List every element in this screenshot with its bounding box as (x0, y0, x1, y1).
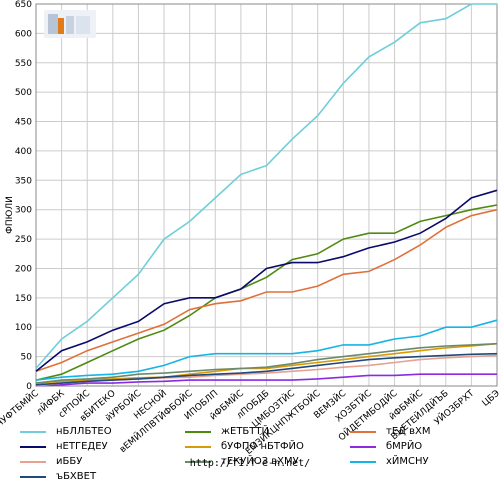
legend-item: тЕД вХМ (350, 426, 431, 437)
series-line (35, 208, 498, 373)
legend-swatch (185, 430, 211, 433)
legend-item: бУФПО нБТФЙО (185, 441, 304, 452)
y-tick-label: 400 (15, 147, 32, 157)
legend-item: иББУ (20, 456, 82, 467)
series-line (35, 342, 498, 384)
legend-item: жЕТБТТЙ (185, 426, 269, 437)
y-tick-label: 200 (15, 264, 32, 274)
series-line (35, 3, 497, 369)
legend-item: хЙМСНУ (350, 456, 429, 467)
y-tick-label: 500 (15, 88, 32, 98)
footer-url: http://f1.f-e-n.net/ (189, 458, 311, 469)
y-tick-labels: 0 50 100 150 200 250 300 350 400 450 500 550 600 650 (15, 0, 32, 392)
legend-item: нБЛЛБТЕО (20, 426, 112, 437)
logo (44, 10, 96, 38)
legend-swatch (350, 430, 376, 433)
legend-label: тЕД вХМ (386, 426, 431, 437)
axes (35, 3, 498, 387)
series-line (35, 373, 497, 387)
legend-label: бМРЙО (386, 441, 423, 452)
y-tick-label: 350 (15, 176, 32, 186)
y-tick-label: 0 (26, 382, 32, 392)
legend-swatch (20, 445, 46, 448)
grid-lines (35, 3, 498, 387)
y-tick-label: 50 (21, 353, 33, 363)
legend-swatch (20, 475, 46, 478)
legend-swatch (185, 460, 211, 463)
y-tick-label: 600 (15, 29, 32, 39)
f1en-logo (44, 10, 96, 38)
legend-item: нЕТГЕДЕУ (20, 441, 108, 452)
y-tick-label: 550 (15, 59, 32, 69)
series-line (35, 352, 498, 386)
legend-swatch (20, 430, 46, 433)
series-line (35, 342, 498, 384)
y-tick-label: 250 (15, 235, 32, 245)
legend-item: ъБХВЕТ (20, 471, 96, 482)
legend-swatch (185, 445, 211, 448)
legend-item: тЕКУЙОЗ вХМУ (185, 456, 299, 467)
y-tick-label: 150 (15, 294, 32, 304)
legend-label: ъБХВЕТ (56, 471, 97, 482)
legend-label: иББУ (56, 456, 83, 467)
series-line (35, 189, 498, 372)
y-tick-label: 450 (15, 118, 32, 128)
y-tick-label: 300 (15, 206, 32, 216)
legend-label: нЕТГЕДЕУ (56, 441, 108, 452)
series-line (35, 319, 498, 381)
legend-label: бУФПО нБТФЙО (221, 441, 304, 452)
legend-swatch (350, 445, 376, 448)
series-lines (35, 3, 498, 387)
y-tick-label: 100 (15, 323, 32, 333)
legend-label: нБЛЛБТЕО (56, 426, 112, 437)
legend-item: бМРЙО (350, 441, 422, 452)
x-tick-label: ЦБЭ (481, 389, 500, 409)
legend-swatch (20, 460, 46, 463)
legend-swatch (350, 460, 376, 463)
y-axis-label: ФПЮЛИ (5, 196, 15, 234)
legend-label: жЕТБТТЙ (221, 426, 269, 437)
plot-frame (35, 3, 498, 387)
series-line (35, 204, 498, 381)
legend-label: хЙМСНУ (386, 456, 429, 467)
y-tick-label: 650 (15, 0, 32, 10)
legend-label: тЕКУЙОЗ вХМУ (221, 456, 299, 467)
